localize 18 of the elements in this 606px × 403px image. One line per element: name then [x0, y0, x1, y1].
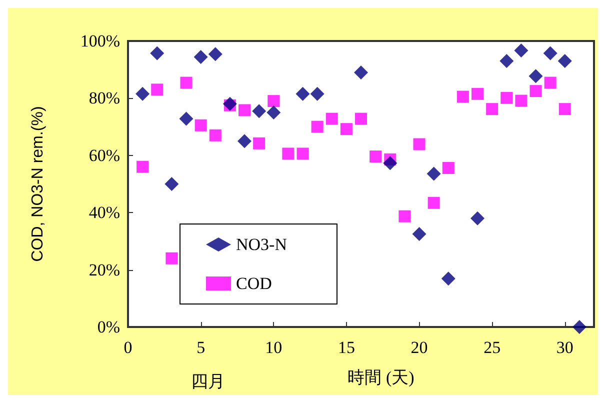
text: 四月: [191, 372, 225, 391]
x-tick-label: 15: [338, 338, 355, 357]
y-tick-label: 0%: [97, 318, 120, 336]
x-tick-label: 10: [265, 338, 282, 357]
x-axis-title: 時間 (天): [348, 368, 414, 387]
x-tick-label: 30: [556, 338, 574, 357]
x-tick-label: 5: [196, 338, 206, 357]
y-tick-label: 40%: [88, 203, 120, 222]
x-tick-label: 0: [124, 338, 132, 357]
legend-label: NO3-N: [236, 235, 287, 254]
y-axis-title: COD, NO3-N rem.(%): [30, 106, 46, 262]
y-tick-label: 20%: [88, 260, 120, 280]
legend-label: COD: [236, 274, 272, 293]
y-tick-label: 80%: [88, 88, 120, 108]
x-tick-label: 20: [410, 338, 428, 357]
y-tick-label: 60%: [88, 146, 120, 165]
y-tick-label: 100%: [80, 32, 120, 50]
x-tick-label: 25: [484, 338, 501, 357]
